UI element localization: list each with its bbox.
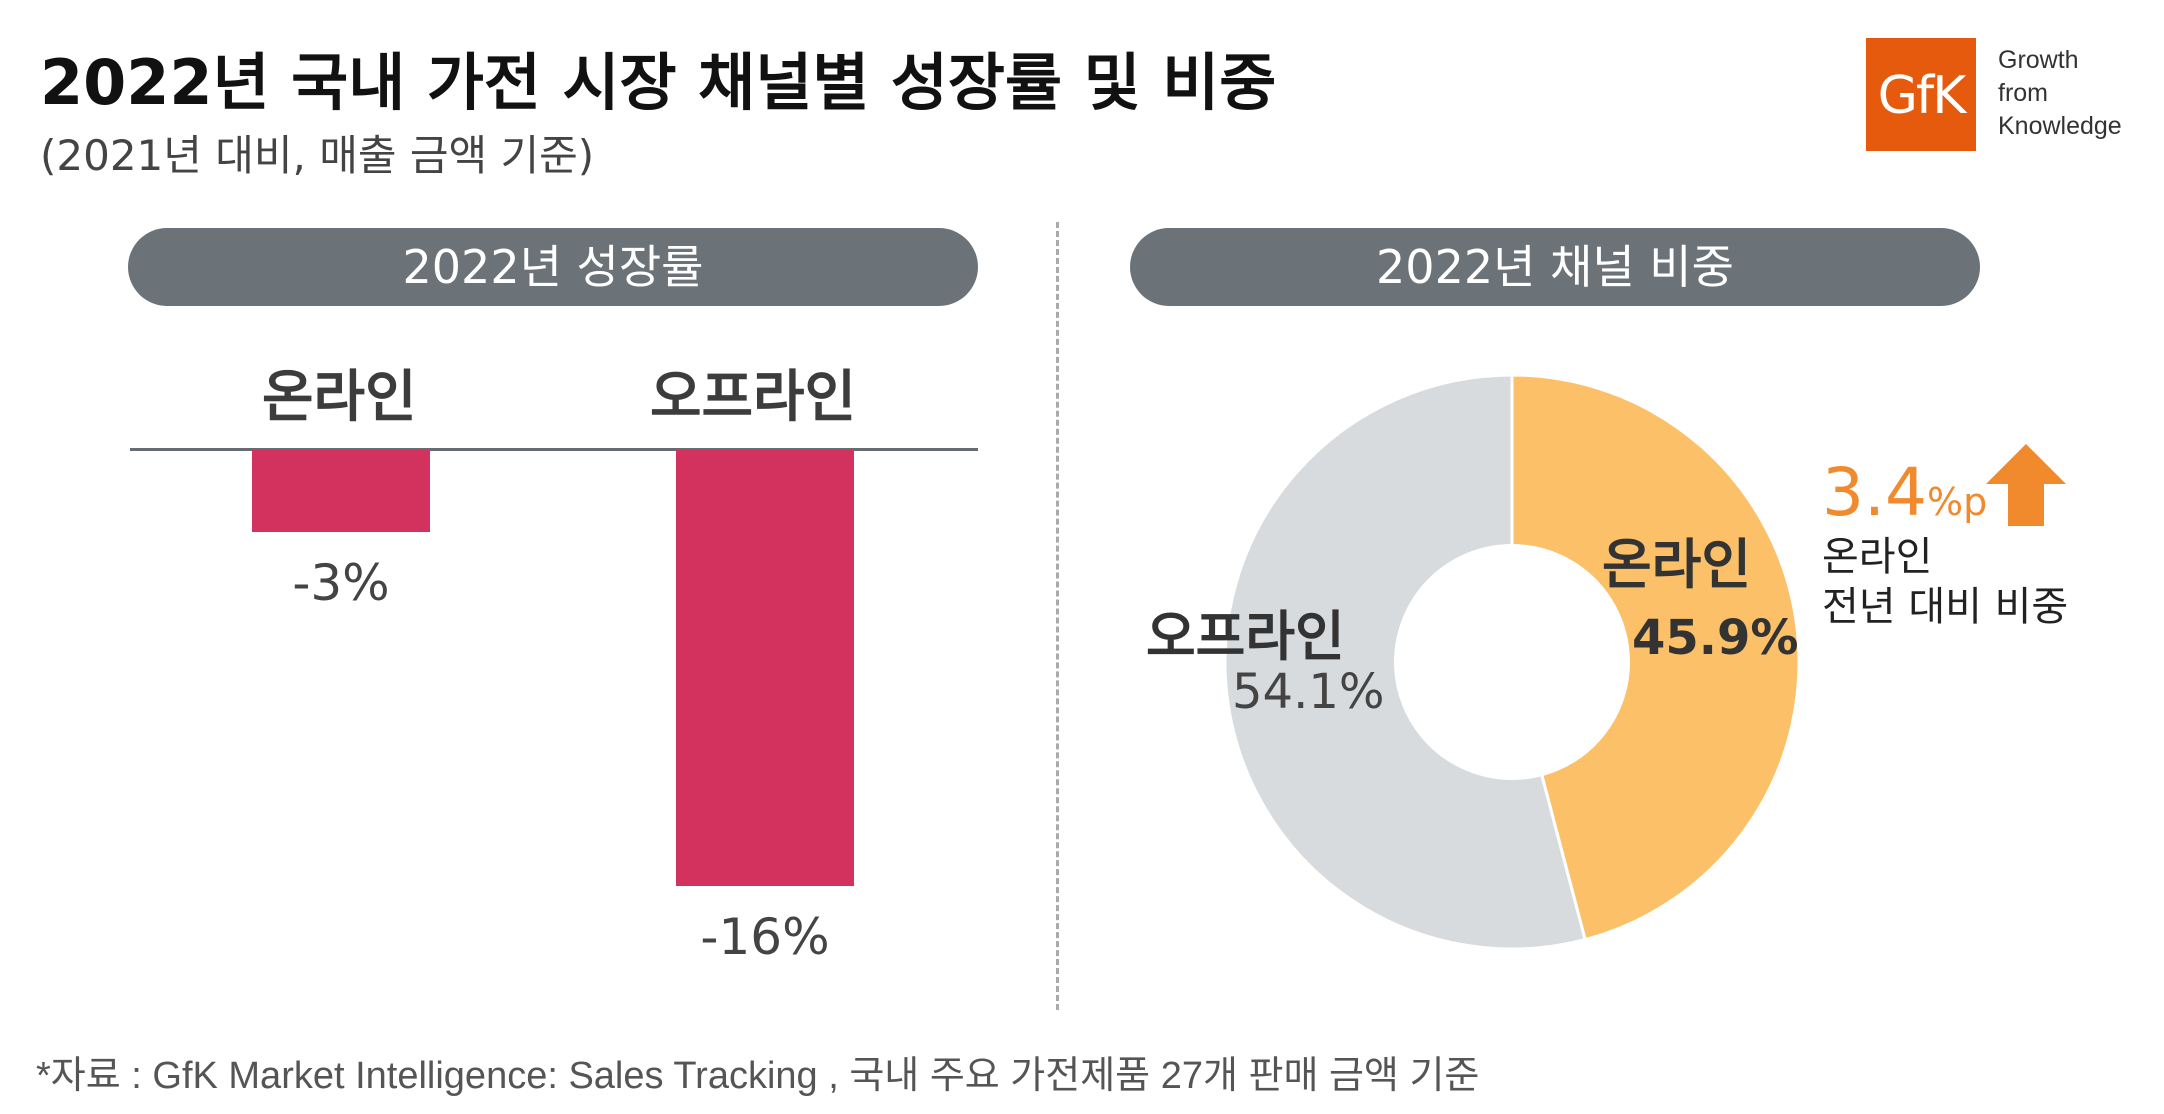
- share-change-line: 전년 대비 비중: [1822, 584, 2069, 630]
- donut-slice-online: [1510, 373, 1801, 942]
- chart-subtitle: (2021년 대비, 매출 금액 기준): [40, 131, 595, 180]
- share-change-description: 온라인 전년 대비 비중: [1822, 532, 2068, 632]
- category-label-online: 온라인: [262, 365, 417, 430]
- gfk-logo: GfK: [1866, 38, 1976, 151]
- logo-text: GfK: [1877, 66, 1967, 126]
- bar-offline: [676, 450, 854, 886]
- donut-chart: [1223, 373, 1801, 951]
- slice-label-online: 온라인: [1602, 533, 1752, 596]
- logo-tagline: Growth from Knowledge: [1998, 44, 2122, 143]
- category-label-offline: 오프라인: [650, 365, 857, 430]
- chart-title: 2022년 국내 가전 시장 채널별 성장률 및 비중: [40, 46, 1277, 119]
- share-change-unit: %p: [1926, 480, 1988, 524]
- slice-label-offline: 오프라인: [1146, 605, 1345, 668]
- growth-panel-title: 2022년 성장률: [128, 228, 978, 306]
- slice-value-offline: 54.1%: [1232, 664, 1385, 720]
- donut-hole: [1394, 544, 1630, 780]
- share-panel-title: 2022년 채널 비중: [1130, 228, 1980, 306]
- bar-value-online: -3%: [292, 553, 390, 612]
- bar-value-offline: -16%: [700, 908, 830, 966]
- tagline-line: Knowledge: [1998, 112, 2122, 140]
- bar-online: [252, 450, 430, 532]
- tagline-line: from: [1998, 79, 2048, 107]
- panel-divider: [1056, 222, 1059, 1010]
- source-note: *자료 : GfK Market Intelligence: Sales Tra…: [36, 1055, 1480, 1097]
- share-change-annotation: 3.4%p: [1822, 454, 1987, 531]
- share-change-value: 3.4: [1822, 454, 1927, 531]
- slice-value-online: 45.9%: [1632, 610, 1799, 666]
- tagline-line: Growth: [1998, 46, 2079, 74]
- bar-baseline: [130, 448, 978, 451]
- share-change-line: 온라인: [1822, 534, 1933, 580]
- up-arrow-icon: [1986, 444, 2066, 526]
